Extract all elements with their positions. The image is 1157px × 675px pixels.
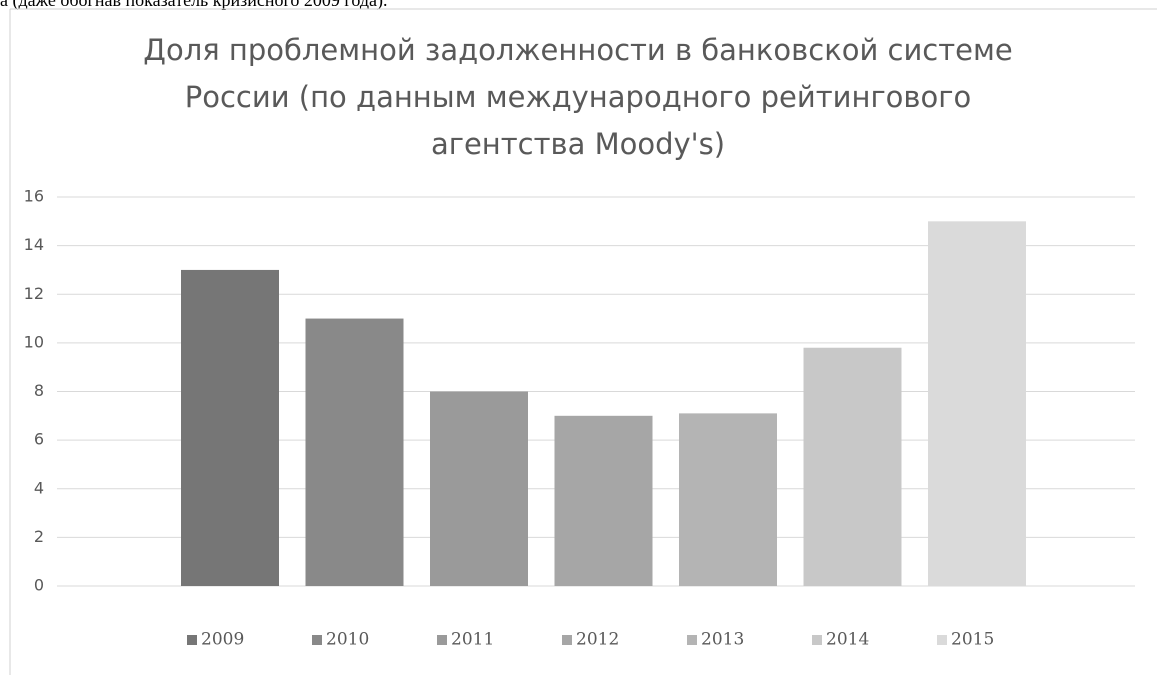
bar (305, 318, 404, 586)
legend-label: 2012 (576, 630, 619, 650)
y-tick-label: 6 (34, 430, 44, 449)
y-tick-label: 4 (34, 478, 44, 497)
bar (430, 391, 528, 586)
bar (181, 269, 279, 586)
y-tick-label: 10 (24, 332, 44, 351)
legend-label: 2013 (701, 630, 744, 650)
chart-title: Доля проблемной задолженности в банковск… (143, 33, 1012, 67)
top-text: а (даже обогнав показатель кризисного 20… (0, 0, 388, 11)
y-tick-label: 16 (24, 187, 44, 206)
y-tick-label: 14 (24, 235, 44, 254)
chart-title: агентства Moody's) (431, 127, 725, 161)
y-tick-label: 2 (34, 527, 44, 546)
bar (928, 221, 1026, 586)
y-tick-label: 0 (34, 576, 44, 595)
y-tick-label: 12 (24, 284, 44, 303)
legend-label: 2011 (451, 630, 494, 650)
y-tick-label: 8 (34, 381, 44, 400)
legend-swatch (562, 635, 572, 645)
legend-swatch (812, 635, 822, 645)
legend-label: 2009 (201, 630, 244, 650)
legend-label: 2015 (951, 630, 994, 650)
bar (803, 347, 902, 586)
bar (679, 413, 777, 586)
legend-swatch (687, 635, 697, 645)
legend-swatch (437, 635, 447, 645)
chart-title: России (по данным международного рейтинг… (185, 80, 971, 114)
legend-swatch (937, 635, 947, 645)
bar (554, 415, 653, 586)
legend-swatch (312, 635, 322, 645)
legend-label: 2010 (326, 630, 369, 650)
legend-swatch (187, 635, 197, 645)
legend-label: 2014 (826, 630, 869, 650)
